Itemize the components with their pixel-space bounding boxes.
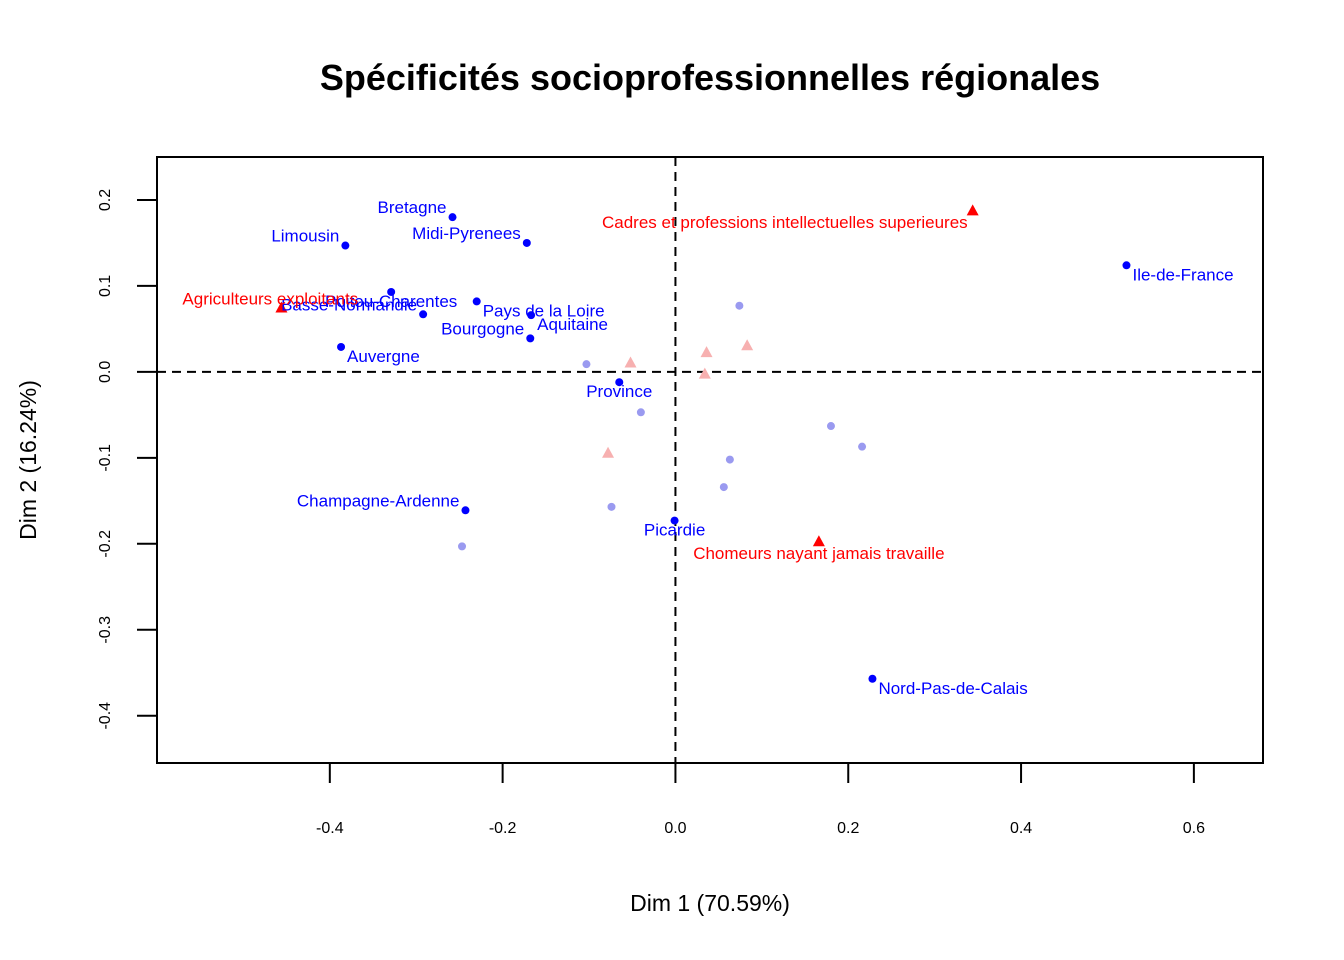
- circle-point: [387, 287, 396, 296]
- plot-marks: [275, 204, 1131, 683]
- circle-point: [607, 502, 616, 511]
- triangle-point: [700, 346, 713, 358]
- triangle-point: [624, 356, 637, 368]
- circle-point: [725, 455, 734, 464]
- y-tick-label: -0.2: [97, 530, 114, 558]
- point-label: Agriculteurs exploitants: [182, 289, 358, 308]
- y-tick-label: -0.3: [97, 616, 114, 644]
- circle-point: [522, 238, 531, 247]
- x-tick-label: 0.2: [837, 820, 859, 837]
- triangle-point: [741, 339, 754, 351]
- x-axis-label: Dim 1 (70.59%): [630, 890, 790, 916]
- y-tick-label: 0.2: [97, 189, 114, 211]
- point-labels: Bretagne Midi-Pyrenees Limousin Poitou-Char…: [182, 198, 1233, 698]
- point-label: Aquitaine: [537, 315, 608, 334]
- circle-point: [448, 213, 457, 222]
- circle-point: [636, 408, 645, 417]
- circle-point: [615, 378, 624, 387]
- x-tick-label: -0.2: [489, 820, 517, 837]
- circle-point: [670, 516, 679, 525]
- y-axis-label: Dim 2 (16.24%): [15, 380, 41, 540]
- x-tick-label: 0.6: [1183, 820, 1205, 837]
- triangle-point: [602, 446, 615, 458]
- point-label: Champagne-Ardenne: [297, 491, 460, 510]
- circle-point: [826, 422, 835, 431]
- x-tick-label: -0.4: [316, 820, 344, 837]
- point-label: Auvergne: [347, 347, 420, 366]
- circle-point: [472, 297, 481, 306]
- chart-title: Spécificités socioprofessionnelles régio…: [319, 57, 1101, 98]
- circle-point: [858, 442, 867, 451]
- triangle-point: [966, 204, 979, 216]
- circle-point: [1122, 261, 1131, 270]
- x-tick-label: 0.4: [1010, 820, 1032, 837]
- point-label: Basse-Normandie: [281, 295, 417, 314]
- y-tick-label: 0.0: [97, 361, 114, 383]
- point-label: Picardie: [644, 521, 705, 540]
- circle-point: [419, 310, 428, 319]
- point-label: Ile-de-France: [1132, 265, 1233, 284]
- x-tick-label: 0.0: [664, 820, 686, 837]
- circle-point: [582, 360, 591, 369]
- y-axis: -0.4 -0.3 -0.2 -0.1 0.0 0.1 0.2: [97, 189, 157, 730]
- circle-point: [526, 334, 535, 343]
- x-axis: -0.4 -0.2 0.0 0.2 0.4 0.6: [316, 763, 1205, 837]
- circle-point: [341, 241, 350, 250]
- point-label: Limousin: [271, 227, 339, 246]
- circle-point: [719, 483, 728, 492]
- point-label: Bretagne: [378, 198, 447, 217]
- triangle-point: [275, 301, 288, 313]
- circle-point: [868, 674, 877, 683]
- y-tick-label: 0.1: [97, 275, 114, 297]
- triangle-point: [698, 367, 711, 379]
- point-label: Province: [586, 382, 652, 401]
- point-label: Nord-Pas-de-Calais: [878, 679, 1027, 698]
- triangle-point: [812, 535, 825, 547]
- point-label: Pays de la Loire: [483, 301, 605, 320]
- circle-point: [458, 542, 467, 551]
- point-label: Midi-Pyrenees: [412, 224, 521, 243]
- point-label: Chomeurs nayant jamais travaille: [693, 544, 944, 563]
- circle-point: [461, 506, 470, 515]
- circle-point: [337, 342, 346, 351]
- point-label: Cadres et professions intellectuelles su…: [602, 213, 968, 232]
- point-label: Bourgogne: [441, 319, 524, 338]
- y-tick-label: -0.1: [97, 444, 114, 472]
- reference-lines: [157, 157, 1263, 763]
- plot-frame: [156, 156, 1264, 764]
- circle-point: [735, 301, 744, 310]
- circle-point: [527, 311, 536, 320]
- point-label: Poitou-Charentes: [325, 292, 457, 311]
- y-tick-label: -0.4: [97, 702, 114, 730]
